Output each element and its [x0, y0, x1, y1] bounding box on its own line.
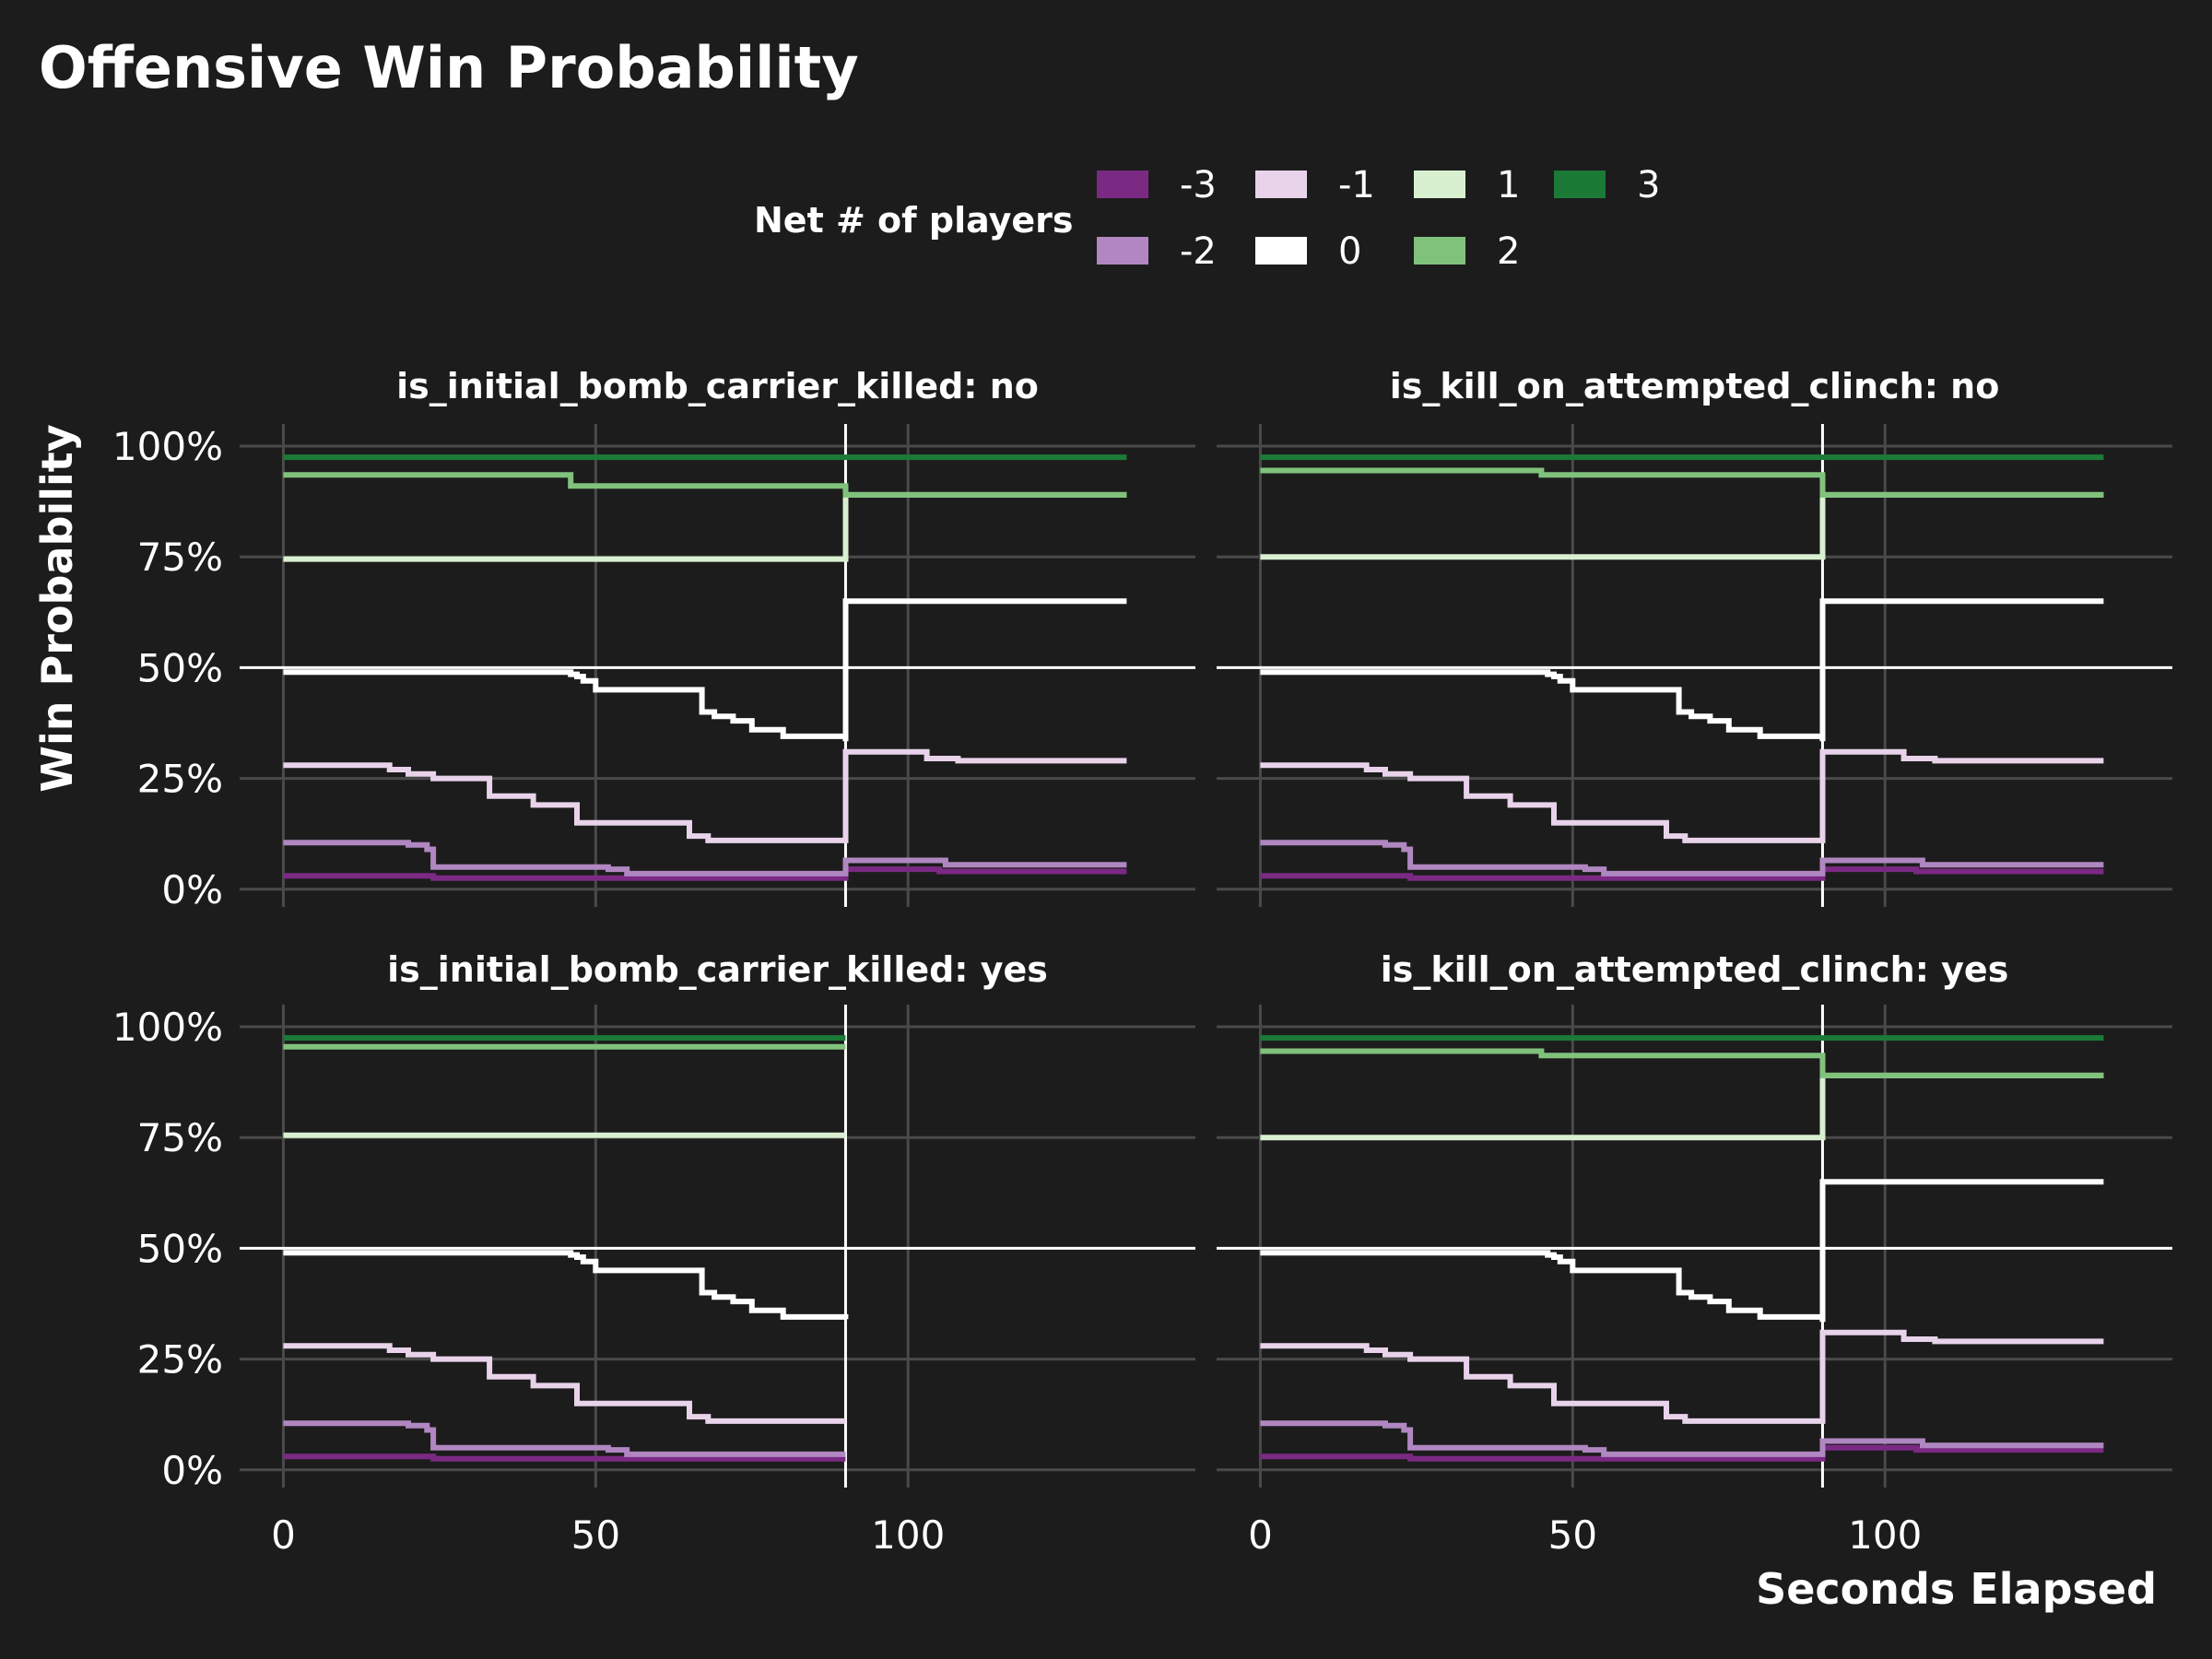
series-line-1 — [283, 491, 1127, 562]
legend-label-3: 3 — [1637, 164, 1660, 206]
legend-label-1: 1 — [1497, 164, 1520, 206]
y-axis-title: Win Probability — [32, 424, 82, 792]
x-tick-label: 100 — [871, 1512, 945, 1558]
facet-strip-label: is_kill_on_attempted_clinch: no — [1390, 366, 2000, 406]
legend-label--1: -1 — [1338, 164, 1375, 206]
y-tick-label: 75% — [137, 535, 223, 580]
legend-label--2: -2 — [1180, 230, 1217, 273]
x-axis-title: Seconds Elapsed — [1756, 1564, 2157, 1614]
chart-title: Offensive Win Probability — [39, 34, 859, 101]
series-line--3 — [1260, 1444, 2104, 1462]
legend-swatch-0 — [1255, 237, 1307, 265]
facet-panel-1: is_initial_bomb_carrier_killed: no 0% 25% 5… — [112, 366, 1195, 912]
series-line-2 — [283, 472, 1127, 498]
series-line-0 — [283, 1250, 849, 1320]
series-line-1 — [1260, 491, 2104, 560]
legend-label--3: -3 — [1180, 164, 1217, 206]
series-line--3 — [283, 866, 1127, 881]
series-line--2 — [1260, 1420, 2104, 1457]
y-tick-label: 0% — [161, 867, 223, 912]
series-line-1 — [1260, 1072, 2104, 1141]
legend-swatch--1 — [1255, 171, 1307, 198]
series-line-0 — [1260, 598, 2104, 742]
series-line-0 — [1260, 1179, 2104, 1323]
legend: Net # of players -3 -2 -1 0 1 2 3 — [754, 164, 1660, 273]
legend-swatch--2 — [1097, 237, 1148, 265]
x-tick-label: 0 — [1248, 1512, 1273, 1558]
y-tick-label: 100% — [112, 1005, 223, 1050]
y-tick-label: 100% — [112, 424, 223, 469]
series-line--1 — [283, 1343, 846, 1424]
series-line-2 — [1260, 467, 2104, 498]
legend-label-0: 0 — [1338, 230, 1361, 273]
legend-swatch-3 — [1554, 171, 1606, 198]
series-line--2 — [283, 840, 1127, 877]
series-line--1 — [1260, 1329, 2104, 1424]
x-tick-label: 50 — [571, 1512, 620, 1558]
x-tick-label: 0 — [271, 1512, 296, 1558]
legend-title: Net # of players — [754, 200, 1074, 241]
series-line--1 — [283, 748, 1127, 843]
y-tick-label: 50% — [137, 1226, 223, 1271]
y-tick-label: 25% — [137, 757, 223, 802]
legend-label-2: 2 — [1497, 230, 1520, 273]
y-tick-label: 75% — [137, 1115, 223, 1160]
series-line-2 — [1260, 1048, 2104, 1078]
facet-strip-label: is_initial_bomb_carrier_killed: yes — [387, 949, 1048, 990]
facet-strip-label: is_initial_bomb_carrier_killed: no — [396, 366, 1039, 406]
facets: is_initial_bomb_carrier_killed: no 0% 25% 5… — [112, 366, 2172, 1558]
facet-panel-3: is_initial_bomb_carrier_killed: yes 0% 25%… — [112, 949, 1195, 1558]
legend-swatch-1 — [1414, 171, 1465, 198]
series-line--2 — [1260, 840, 2104, 877]
series-line-0 — [283, 598, 1127, 742]
facet-panel-2: is_kill_on_attempted_clinch: no — [1217, 366, 2172, 907]
x-tick-label: 100 — [1848, 1512, 1922, 1558]
series-line--2 — [283, 1420, 846, 1457]
y-tick-label: 50% — [137, 645, 223, 690]
facet-strip-label: is_kill_on_attempted_clinch: yes — [1381, 949, 2009, 990]
series-line--3 — [283, 1453, 846, 1462]
legend-swatch--3 — [1097, 171, 1148, 198]
facet-panel-4: is_kill_on_attempted_clinch: yes 0 50 100 — [1217, 949, 2172, 1558]
x-tick-label: 50 — [1548, 1512, 1597, 1558]
series-line--1 — [1260, 748, 2104, 843]
y-tick-label: 25% — [137, 1337, 223, 1382]
y-tick-label: 0% — [161, 1448, 223, 1493]
legend-swatch-2 — [1414, 237, 1465, 265]
series-line--3 — [1260, 866, 2104, 881]
